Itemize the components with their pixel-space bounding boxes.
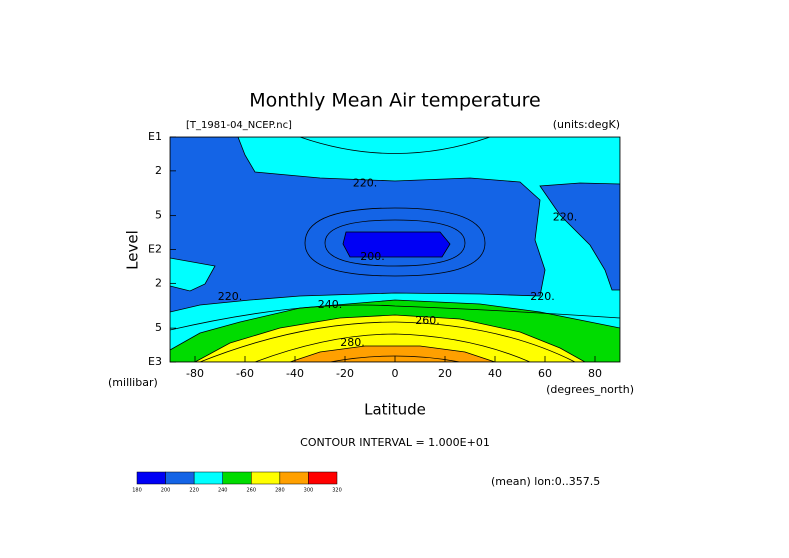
contour-label: 220.: [530, 290, 555, 303]
y-tick-label: E1: [148, 130, 162, 143]
colorbar-label: 220: [189, 488, 199, 494]
colorbar-box: [136, 471, 166, 485]
contour-region: [342, 231, 451, 258]
x-tick-label: 40: [488, 367, 502, 380]
y-tick-label: E2: [148, 243, 162, 256]
contour-region: [194, 314, 586, 362]
contour-line: [199, 321, 576, 362]
colorbar-label: 180: [132, 488, 142, 494]
x-tick-label: -40: [286, 367, 304, 380]
contour-region: [289, 345, 496, 362]
y-units: (millibar): [108, 376, 158, 389]
contour-label: 240.: [318, 298, 343, 311]
y-axis-label: Level: [124, 230, 142, 270]
chart-title: Monthly Mean Air temperature: [249, 90, 540, 112]
contour-label: 220.: [553, 211, 578, 224]
colorbar-label: 260: [247, 488, 257, 494]
colorbar-label: 200: [161, 488, 171, 494]
contour-fill: [170, 137, 620, 362]
contour-label: 280.: [340, 336, 365, 349]
y-tick-label: E3: [148, 355, 162, 368]
x-tick-label: 20: [438, 367, 452, 380]
contour-line: [299, 137, 491, 154]
colorbar-label: 320: [332, 488, 342, 494]
colorbar-box: [279, 471, 309, 485]
x-tick-label: 0: [392, 367, 399, 380]
x-tick-label: 80: [588, 367, 602, 380]
contour-label: 200.: [360, 250, 385, 263]
x-tick-label: -20: [336, 367, 354, 380]
contour-region: [170, 257, 216, 292]
colorbar-label: 300: [304, 488, 314, 494]
units-label: (units:degK): [553, 118, 620, 131]
colorbar-box: [193, 471, 223, 485]
x-axis-label: Latitude: [364, 401, 426, 419]
contour-line: [254, 333, 531, 362]
x-tick-label: 60: [538, 367, 552, 380]
colorbar-label: 240: [218, 488, 228, 494]
y-tick-label: 5: [155, 209, 162, 222]
contour-line: [324, 219, 466, 267]
x-tick-label: -60: [236, 367, 254, 380]
y-tick-label: 2: [155, 164, 162, 177]
colorbar-label: 280: [275, 488, 285, 494]
contour-note: CONTOUR INTERVAL = 1.000E+01: [300, 436, 490, 449]
contour-label: 220.: [353, 177, 378, 190]
contour-label: 220.: [218, 290, 243, 303]
colorbar-box: [308, 471, 338, 485]
colorbar-box: [165, 471, 195, 485]
y-tick-label: 5: [155, 321, 162, 334]
y-tick-label: 2: [155, 276, 162, 289]
contour-region: [170, 137, 620, 362]
colorbar-box: [251, 471, 281, 485]
dataset-label: [T_1981-04_NCEP.nc]: [186, 120, 292, 131]
x-units: (degrees_north): [546, 383, 634, 396]
x-tick-label: -80: [186, 367, 204, 380]
footnote: (mean) lon:0..357.5: [491, 475, 600, 488]
colorbar-box: [222, 471, 252, 485]
contour-line: [170, 304, 620, 331]
contour-label: 260.: [415, 314, 440, 327]
contour-line: [304, 207, 486, 277]
